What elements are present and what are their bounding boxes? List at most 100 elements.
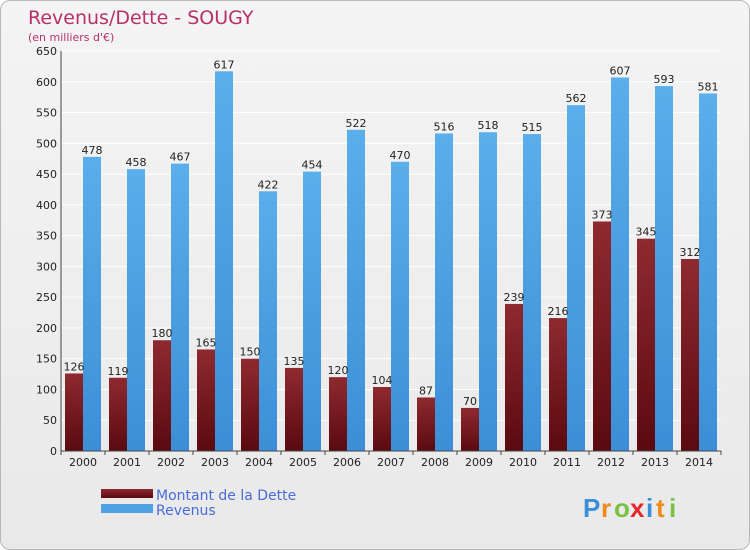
y-tick-label: 150 — [36, 353, 57, 366]
svg-text:i: i — [646, 493, 653, 523]
legend-swatch-debt — [101, 489, 153, 498]
data-label-dette: 239 — [504, 291, 525, 304]
bar-revenus — [171, 163, 189, 451]
legend-label-debt: Montant de la Dette — [156, 488, 296, 504]
data-label-dette: 373 — [592, 208, 613, 221]
data-label-dette: 70 — [463, 395, 477, 408]
legend-swatch-revenus — [101, 504, 153, 513]
data-label-dette: 216 — [548, 305, 569, 318]
proxiti-logo: P r o x i t i — [583, 493, 676, 523]
x-tick-label: 2008 — [421, 456, 449, 469]
bar-dette — [153, 340, 171, 451]
data-label-revenus: 593 — [654, 73, 675, 86]
bar-revenus — [435, 133, 453, 451]
svg-text:P: P — [583, 493, 600, 523]
y-axis: 0 50 100 150 200 250 300 350 400 450 500 550 600 650 — [36, 45, 62, 458]
data-label-revenus: 454 — [302, 159, 323, 172]
data-label-dette: 87 — [419, 384, 433, 397]
data-label-dette: 312 — [680, 246, 701, 259]
y-tick-label: 350 — [36, 230, 57, 243]
legend: Montant de la Dette Revenus — [101, 488, 296, 519]
y-tick-label: 200 — [36, 322, 57, 335]
bar-dette — [241, 358, 259, 451]
x-tick-label: 2010 — [509, 456, 537, 469]
x-tick-label: 2005 — [289, 456, 317, 469]
x-tick-label: 2012 — [597, 456, 625, 469]
data-label-dette: 119 — [108, 365, 129, 378]
data-label-revenus: 516 — [434, 120, 455, 133]
bar-dette — [593, 221, 611, 451]
svg-text:i: i — [669, 493, 676, 523]
data-label-dette: 126 — [64, 360, 85, 373]
x-tick-label: 2011 — [553, 456, 581, 469]
y-tick-label: 400 — [36, 199, 57, 212]
y-tick-label: 650 — [36, 45, 57, 58]
data-label-dette: 135 — [284, 355, 305, 368]
data-label-revenus: 467 — [170, 151, 191, 164]
svg-text:o: o — [614, 493, 630, 523]
bar-revenus — [655, 86, 673, 452]
bar-revenus — [347, 129, 365, 451]
bar-dette — [637, 238, 655, 451]
data-label-revenus: 470 — [390, 149, 411, 162]
bar-revenus — [699, 93, 717, 451]
x-tick-label: 2007 — [377, 456, 405, 469]
x-tick-label: 2000 — [69, 456, 97, 469]
bar-revenus — [567, 105, 585, 452]
legend-label-revenus: Revenus — [156, 503, 216, 519]
svg-text:r: r — [601, 493, 611, 523]
x-tick-label: 2006 — [333, 456, 361, 469]
bar-revenus — [215, 71, 233, 452]
x-tick-label: 2009 — [465, 456, 493, 469]
svg-text:t: t — [656, 493, 665, 523]
bar-dette — [329, 377, 347, 451]
bar-dette — [373, 387, 391, 451]
chart-title: Revenus/Dette - SOUGY — [28, 7, 254, 29]
y-tick-label: 300 — [36, 260, 57, 273]
bar-revenus — [83, 156, 101, 451]
data-label-revenus: 518 — [478, 119, 499, 132]
bar-revenus — [479, 132, 497, 451]
data-label-dette: 345 — [636, 226, 657, 239]
data-label-revenus: 562 — [566, 92, 587, 105]
y-tick-label: 100 — [36, 383, 57, 396]
data-label-revenus: 617 — [214, 58, 235, 71]
data-label-dette: 120 — [328, 364, 349, 377]
x-axis: 2000 2001 2002 2003 2004 2005 2006 2007 2008 2009… — [60, 450, 722, 469]
bar-revenus — [523, 134, 541, 452]
bar-dette — [65, 373, 83, 451]
bar-dette — [109, 377, 127, 451]
bar-dette — [681, 259, 699, 451]
data-label-dette: 180 — [152, 327, 173, 340]
bar-dette — [417, 397, 435, 451]
x-tick-label: 2004 — [245, 456, 273, 469]
x-tick-label: 2003 — [201, 456, 229, 469]
bar-revenus — [259, 191, 277, 452]
x-tick-label: 2014 — [685, 456, 713, 469]
y-tick-label: 550 — [36, 107, 57, 120]
bar-revenus — [303, 171, 321, 451]
data-label-dette: 104 — [372, 374, 393, 387]
data-label-dette: 165 — [196, 336, 217, 349]
y-tick-label: 0 — [50, 445, 57, 458]
bar-revenus — [611, 77, 629, 451]
bar-dette — [285, 367, 303, 451]
bar-dette — [461, 407, 479, 451]
x-tick-label: 2013 — [641, 456, 669, 469]
data-label-revenus: 478 — [82, 144, 103, 157]
data-label-revenus: 581 — [698, 80, 719, 93]
bar-revenus — [127, 169, 145, 451]
data-label-revenus: 607 — [610, 64, 631, 77]
x-tick-label: 2001 — [113, 456, 141, 469]
chart-subtitle: (en milliers d'€) — [28, 31, 114, 44]
bar-dette — [197, 349, 215, 451]
data-label-revenus: 522 — [346, 117, 367, 130]
data-labels: 126 478 119 458 180 467 165 617 150 422 135 454 120 5… — [64, 58, 719, 408]
svg-text:x: x — [630, 493, 645, 523]
data-label-dette: 150 — [240, 346, 261, 359]
y-tick-label: 50 — [43, 414, 57, 427]
bar-dette — [549, 318, 567, 451]
data-label-revenus: 422 — [258, 178, 279, 191]
